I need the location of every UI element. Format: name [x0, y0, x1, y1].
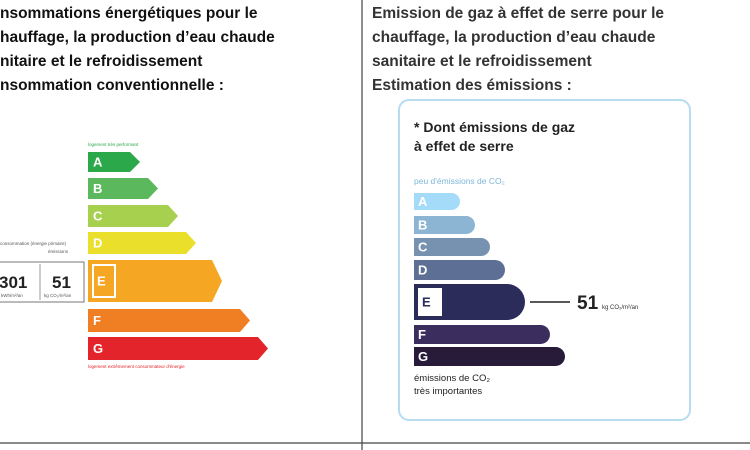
panel-title: à effet de serre — [414, 138, 514, 154]
energy-bar — [88, 232, 196, 254]
grade-letter: C — [93, 208, 103, 223]
grade-letter: E — [422, 294, 431, 309]
label-bottom: émissions de CO₂ — [414, 373, 490, 384]
energy-bar — [88, 309, 250, 332]
grade-letter: B — [418, 217, 427, 232]
grade-letter: C — [418, 239, 428, 254]
ghg-value: 51 — [577, 293, 599, 314]
grade-letter: A — [418, 194, 428, 209]
letter-box — [92, 264, 116, 298]
caption: consommation (énergie primaire) — [0, 241, 67, 246]
heading: sanitaire et le refroidissement — [372, 53, 592, 70]
energy-bar — [88, 205, 178, 227]
label-bottom: très importantes — [414, 386, 482, 397]
energy-bar — [88, 178, 158, 199]
emission-value: 51 — [52, 273, 71, 292]
grade-letter: D — [418, 262, 427, 277]
heading: Estimation des émissions : — [372, 77, 572, 94]
heading: nitaire et le refroidissement — [0, 53, 202, 70]
panel-title: * Dont émissions de gaz — [414, 119, 575, 135]
value-box — [0, 261, 85, 303]
letter-box — [418, 288, 442, 316]
unit: kg CO₂/m²/an — [44, 293, 72, 298]
label-bottom: logement extrêmement consommateur d'éner… — [88, 364, 185, 369]
unit: kg CO₂/m²/an — [602, 305, 638, 311]
heading: Emission de gaz à effet de serre pour le — [372, 5, 664, 22]
ghg-bar — [414, 325, 550, 344]
grade-letter: F — [418, 327, 426, 342]
unit: kWh/m²/an — [1, 293, 23, 298]
heading: chauffage, la production d’eau chaude — [372, 29, 656, 46]
grade-letter: A — [93, 154, 103, 169]
heading: nsommations énergétiques pour le — [0, 5, 258, 22]
ghg-bar — [414, 216, 475, 234]
consumption-value: 301 — [0, 273, 27, 292]
grade-letter: F — [93, 313, 101, 328]
ghg-bar — [414, 238, 490, 256]
energy-bar — [88, 260, 222, 302]
label-top: peu d'émissions de CO₂ — [414, 176, 505, 186]
grade-letter: G — [418, 349, 428, 364]
grade-letter: E — [97, 273, 106, 288]
ghg-bar — [414, 260, 505, 280]
energy-bar — [88, 337, 268, 360]
label-top: logement très performant — [88, 142, 139, 147]
grade-letter: G — [93, 341, 103, 356]
grade-letter: B — [93, 181, 102, 196]
energy-bar — [88, 152, 140, 172]
grade-letter: D — [93, 235, 102, 250]
ghg-bar — [414, 347, 565, 366]
ghg-bar — [414, 193, 461, 210]
caption: émissions — [48, 249, 69, 254]
heading: hauffage, la production d’eau chaude — [0, 29, 275, 46]
heading: nsommation conventionnelle : — [0, 77, 224, 94]
